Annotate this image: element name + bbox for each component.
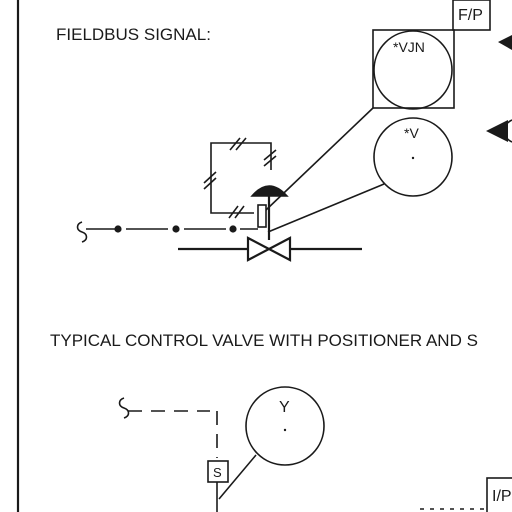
- signal-origin-lower-icon: [118, 397, 130, 419]
- y-bubble-label: Y: [279, 399, 290, 416]
- v-bubble-label: *V: [404, 125, 419, 141]
- slash-mark: [203, 177, 217, 190]
- slash-mark: [228, 205, 239, 219]
- ip-box: [486, 477, 512, 512]
- signal-loop: [210, 142, 272, 214]
- slash-mark: [234, 205, 245, 219]
- bus-node-dot: [229, 225, 237, 233]
- arrow-head-top-icon: [498, 35, 512, 50]
- bus-node-dot: [114, 225, 122, 233]
- v-bubble-dot: [411, 156, 415, 160]
- slash-mark: [263, 155, 277, 167]
- fp-box-label: F/P: [458, 7, 483, 24]
- signal-origin-icon: [76, 221, 88, 243]
- solenoid-box: [207, 460, 229, 483]
- typical-control-valve-heading: TYPICAL CONTROL VALVE WITH POSITIONER AN…: [50, 331, 478, 350]
- actuator-dome-icon: [250, 185, 289, 197]
- slash-mark: [203, 171, 217, 184]
- slash-mark: [263, 149, 277, 161]
- fieldbus-heading: FIELDBUS SIGNAL:: [56, 25, 211, 44]
- slash-mark: [229, 137, 241, 151]
- leader-line-v: [267, 183, 385, 233]
- arrow-curve-icon: [503, 119, 512, 143]
- slash-mark: [235, 137, 247, 151]
- bus-node-dot: [172, 225, 180, 233]
- y-bubble-dot: [283, 428, 287, 432]
- leader-line-y: [218, 454, 257, 500]
- positioner-box: [257, 204, 267, 228]
- solenoid-label: S: [213, 465, 222, 480]
- ip-box-label: I/P: [492, 488, 512, 505]
- vjn-bubble-label: *VJN: [393, 39, 425, 55]
- control-valve-icon: [246, 236, 292, 262]
- fp-box: [452, 0, 491, 31]
- vjn-square: [372, 29, 455, 109]
- y-bubble: [245, 386, 325, 466]
- v-bubble: [373, 117, 453, 197]
- arrow-head-mid-icon: [486, 120, 508, 142]
- vjn-bubble: [373, 30, 453, 110]
